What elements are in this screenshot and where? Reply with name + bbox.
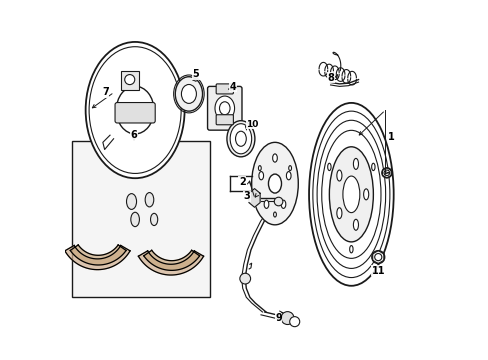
Polygon shape bbox=[70, 245, 126, 265]
Polygon shape bbox=[143, 250, 199, 270]
Circle shape bbox=[274, 197, 282, 206]
Ellipse shape bbox=[342, 176, 359, 213]
FancyBboxPatch shape bbox=[216, 115, 233, 125]
Ellipse shape bbox=[258, 166, 261, 171]
Ellipse shape bbox=[219, 102, 229, 115]
Ellipse shape bbox=[327, 163, 330, 171]
Text: 4: 4 bbox=[229, 82, 236, 92]
Ellipse shape bbox=[230, 124, 251, 154]
FancyBboxPatch shape bbox=[207, 86, 242, 130]
Ellipse shape bbox=[145, 193, 153, 207]
Text: 5: 5 bbox=[192, 69, 199, 79]
FancyBboxPatch shape bbox=[115, 103, 155, 123]
Text: 6: 6 bbox=[130, 130, 137, 140]
Text: 10: 10 bbox=[245, 120, 258, 129]
Ellipse shape bbox=[273, 212, 276, 217]
Ellipse shape bbox=[235, 131, 246, 146]
Ellipse shape bbox=[308, 103, 393, 286]
Circle shape bbox=[383, 170, 389, 176]
Circle shape bbox=[239, 273, 250, 284]
FancyBboxPatch shape bbox=[121, 71, 139, 90]
Ellipse shape bbox=[281, 200, 285, 208]
Text: 1: 1 bbox=[386, 132, 393, 142]
Ellipse shape bbox=[181, 85, 196, 103]
Ellipse shape bbox=[215, 96, 234, 121]
Ellipse shape bbox=[353, 158, 358, 170]
Ellipse shape bbox=[329, 147, 373, 242]
Bar bbox=[72, 140, 209, 297]
Ellipse shape bbox=[175, 77, 202, 111]
Ellipse shape bbox=[272, 154, 277, 162]
Ellipse shape bbox=[226, 121, 254, 157]
Ellipse shape bbox=[258, 172, 263, 180]
Circle shape bbox=[289, 317, 299, 327]
Ellipse shape bbox=[85, 42, 184, 178]
Ellipse shape bbox=[116, 86, 154, 134]
Polygon shape bbox=[248, 189, 260, 207]
Text: 9: 9 bbox=[275, 313, 282, 323]
Circle shape bbox=[374, 253, 381, 261]
Circle shape bbox=[381, 168, 391, 178]
Ellipse shape bbox=[268, 174, 281, 193]
Ellipse shape bbox=[251, 142, 298, 225]
Circle shape bbox=[124, 75, 135, 85]
Ellipse shape bbox=[264, 200, 268, 208]
Text: 11: 11 bbox=[371, 266, 384, 276]
Text: 2: 2 bbox=[239, 177, 245, 187]
Ellipse shape bbox=[131, 212, 139, 226]
Ellipse shape bbox=[349, 246, 352, 253]
Ellipse shape bbox=[353, 219, 358, 230]
FancyBboxPatch shape bbox=[216, 84, 233, 94]
Circle shape bbox=[371, 251, 384, 264]
Circle shape bbox=[281, 312, 293, 324]
Text: 8: 8 bbox=[327, 73, 334, 83]
Ellipse shape bbox=[288, 166, 291, 171]
Text: 7: 7 bbox=[102, 87, 108, 97]
Ellipse shape bbox=[126, 194, 136, 210]
Text: 3: 3 bbox=[243, 191, 250, 201]
Ellipse shape bbox=[336, 170, 341, 181]
Ellipse shape bbox=[150, 213, 158, 226]
Polygon shape bbox=[65, 246, 130, 270]
Ellipse shape bbox=[336, 208, 341, 219]
Ellipse shape bbox=[286, 172, 290, 180]
Ellipse shape bbox=[363, 189, 368, 200]
Ellipse shape bbox=[371, 163, 374, 171]
Polygon shape bbox=[138, 251, 203, 275]
